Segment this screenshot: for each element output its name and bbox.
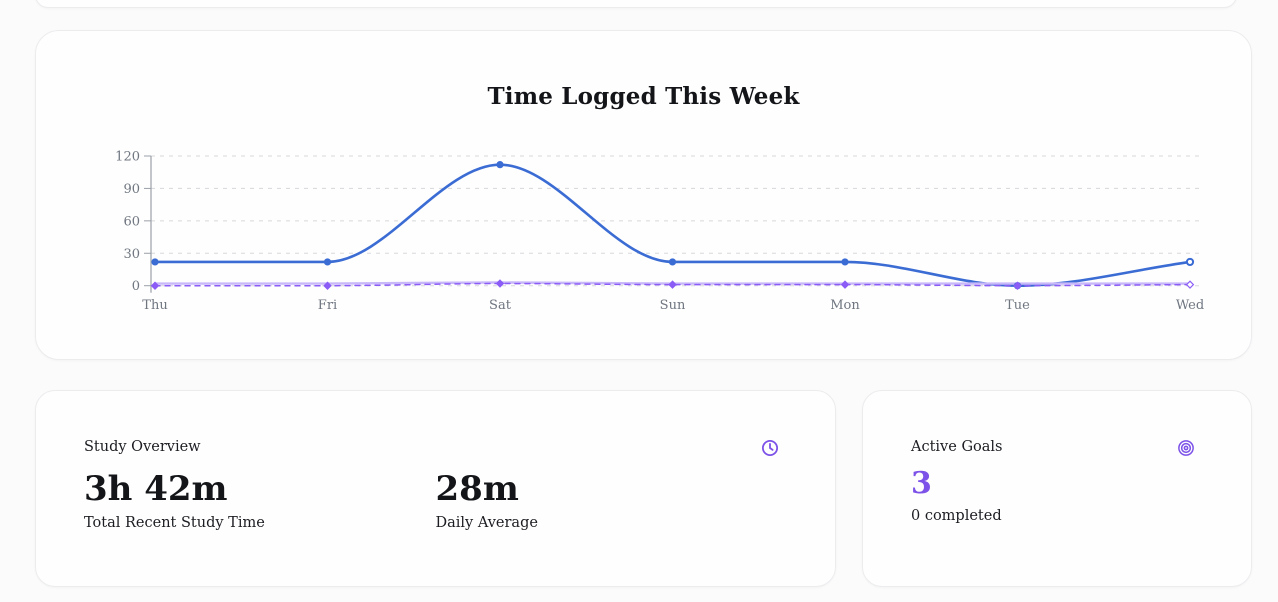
active-goals-title: Active Goals: [911, 439, 1003, 455]
card-top-partial: [35, 0, 1237, 8]
line-chart-canvas[interactable]: 0 30 60 90 120 Thu Fri Sat Sun Mon Tue Wed: [111, 146, 1223, 323]
svg-text:Wed: Wed: [1176, 298, 1204, 313]
active-goals-count: 3: [911, 466, 932, 501]
daily-average-value: 28m: [435, 469, 519, 509]
target-icon: [1177, 439, 1195, 457]
svg-text:Fri: Fri: [318, 298, 337, 313]
study-overview-card: Study Overview 3h 42m Total Recent Study…: [35, 390, 836, 587]
time-logged-chart[interactable]: 0 30 60 90 120 Thu Fri Sat Sun Mon Tue Wed: [111, 146, 1223, 323]
svg-text:120: 120: [115, 150, 140, 165]
svg-text:Sat: Sat: [489, 298, 512, 313]
total-study-time-label: Total Recent Study Time: [84, 514, 265, 531]
study-overview-title: Study Overview: [84, 439, 201, 455]
svg-text:Thu: Thu: [142, 298, 167, 313]
daily-average-stat: 28m Daily Average: [436, 469, 788, 531]
daily-average-label: Daily Average: [435, 514, 538, 531]
svg-text:30: 30: [123, 247, 140, 262]
clock-icon: [761, 439, 779, 457]
svg-text:Mon: Mon: [830, 298, 860, 313]
time-logged-card: Time Logged This Week 0 30 60 90 120 Thu Fri Sa…: [35, 30, 1252, 360]
svg-text:0: 0: [132, 279, 140, 294]
total-study-time-value: 3h 42m: [84, 469, 228, 509]
active-goals-card: Active Goals 3 0 completed: [862, 390, 1252, 587]
svg-text:60: 60: [123, 214, 140, 229]
total-study-time-stat: 3h 42m Total Recent Study Time: [84, 469, 436, 531]
goals-completed-label: 0 completed: [911, 508, 1002, 524]
chart-title: Time Logged This Week: [487, 83, 800, 110]
svg-text:90: 90: [123, 182, 140, 197]
svg-text:Sun: Sun: [660, 298, 686, 313]
svg-text:Tue: Tue: [1005, 298, 1030, 313]
